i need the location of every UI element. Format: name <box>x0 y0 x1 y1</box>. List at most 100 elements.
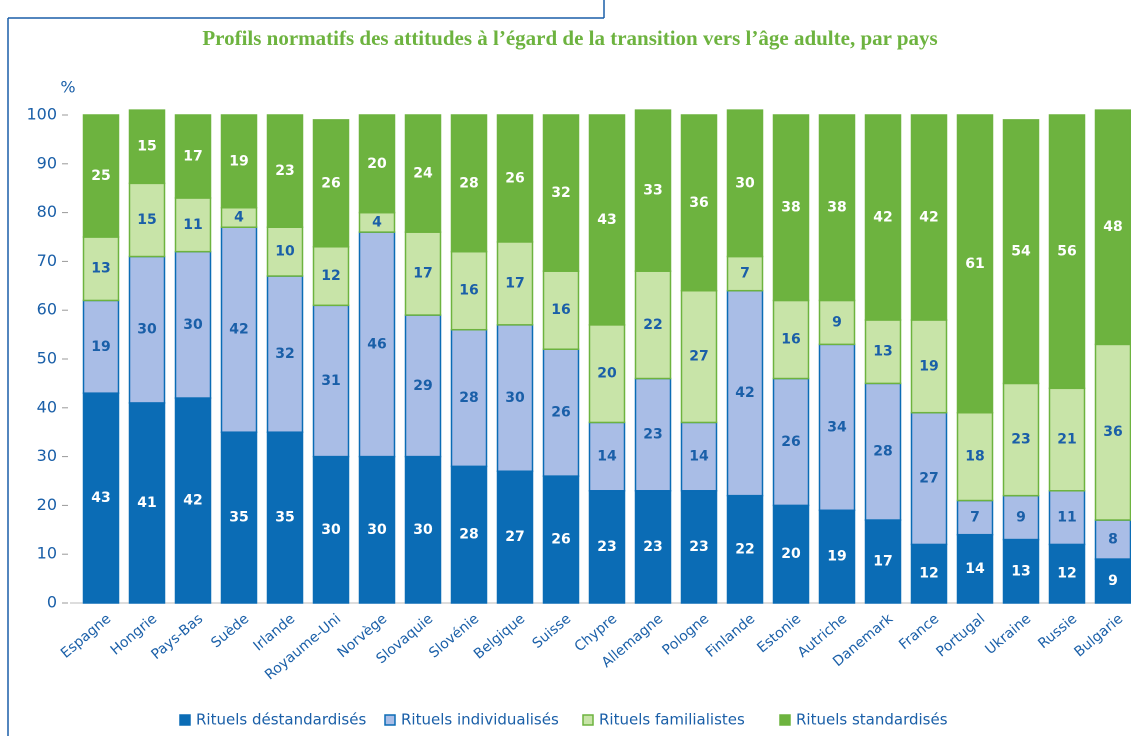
value-label: 30 <box>321 522 341 538</box>
bar-segment <box>496 114 534 243</box>
value-label: 31 <box>321 373 340 389</box>
bar-segment <box>220 431 258 604</box>
bar-segment <box>864 319 902 385</box>
value-label: 28 <box>459 175 478 191</box>
value-label: 12 <box>919 566 938 582</box>
value-label: 10 <box>275 244 295 260</box>
bar-segment <box>956 499 994 536</box>
value-label: 35 <box>229 510 248 526</box>
value-label: 21 <box>1057 432 1076 448</box>
value-label: 34 <box>827 419 847 435</box>
bar-segment <box>772 114 810 302</box>
value-label: 38 <box>781 200 800 216</box>
bar-segment <box>174 397 212 604</box>
value-label: 23 <box>597 539 616 555</box>
value-label: 30 <box>367 522 387 538</box>
bar-segment <box>404 231 442 316</box>
x-tick-label: Espagne <box>58 611 114 662</box>
bar-segment <box>542 348 580 477</box>
x-tick-label: Suisse <box>529 611 574 652</box>
value-label: 43 <box>597 212 616 228</box>
value-label: 14 <box>597 449 617 465</box>
value-label: 30 <box>735 175 755 191</box>
bar-segment <box>1048 543 1086 604</box>
bar-segment <box>220 226 258 433</box>
value-label: 26 <box>505 170 524 186</box>
value-label: 24 <box>413 166 433 182</box>
value-label: 23 <box>1011 432 1030 448</box>
bar-segment <box>910 114 948 321</box>
bar-segment <box>450 328 488 468</box>
value-label: 9 <box>1108 573 1118 589</box>
value-label: 11 <box>1057 510 1076 526</box>
chart-title: Profils normatifs des attitudes à l’égar… <box>202 26 937 50</box>
value-label: 33 <box>643 183 662 199</box>
value-label: 42 <box>735 385 754 401</box>
bar-segment <box>450 114 488 253</box>
value-label: 16 <box>459 283 478 299</box>
value-label: 26 <box>551 405 570 421</box>
x-tick-label: Belgique <box>471 611 528 663</box>
bar-segment <box>128 402 166 604</box>
y-tick-label: 20 <box>37 495 57 514</box>
y-tick-label: 30 <box>37 446 57 465</box>
value-label: 54 <box>1011 244 1031 260</box>
value-label: 30 <box>183 317 203 333</box>
bar-segment <box>634 490 672 604</box>
value-label: 26 <box>781 434 800 450</box>
bar-segment <box>910 543 948 604</box>
legend-label: Rituels déstandardisés <box>196 711 366 729</box>
y-tick-label: 100 <box>26 105 57 124</box>
bar-segment <box>82 236 120 302</box>
value-label: 13 <box>1011 563 1030 579</box>
bar-segment <box>634 377 672 492</box>
legend-label: Rituels familialistes <box>599 711 745 729</box>
bar-segment <box>128 182 166 258</box>
value-label: 26 <box>551 532 570 548</box>
value-label: 32 <box>275 346 294 362</box>
y-tick-label: 50 <box>37 349 57 368</box>
value-label: 26 <box>321 175 340 191</box>
bar-segment <box>542 114 580 272</box>
bar-segment <box>82 114 120 238</box>
bar-segment <box>726 289 764 497</box>
y-axis-label: % <box>60 78 75 97</box>
bar-segment <box>450 250 488 331</box>
bar-segment <box>128 109 166 185</box>
bar-segment <box>772 299 810 380</box>
x-tick-label: Finlande <box>703 611 758 661</box>
value-label: 27 <box>689 349 708 365</box>
value-label: 8 <box>1108 532 1118 548</box>
bar-segment <box>220 114 258 209</box>
x-tick-label: Bulgarie <box>1071 611 1126 661</box>
bar-segment <box>818 509 856 604</box>
y-tick-label: 90 <box>37 153 57 172</box>
value-label: 15 <box>137 212 156 228</box>
value-label: 19 <box>827 549 846 565</box>
bar-segment <box>266 275 304 433</box>
value-label: 28 <box>873 444 892 460</box>
value-label: 13 <box>873 344 892 360</box>
value-label: 20 <box>597 366 617 382</box>
value-label: 42 <box>183 493 202 509</box>
value-label: 23 <box>275 163 294 179</box>
bar-segment <box>1002 538 1040 604</box>
bar-segment <box>864 519 902 604</box>
bar-segment <box>496 324 534 472</box>
bar-segment <box>312 304 350 458</box>
value-label: 17 <box>505 275 524 291</box>
value-label: 36 <box>689 195 708 211</box>
value-label: 16 <box>551 302 570 318</box>
value-label: 27 <box>919 471 938 487</box>
y-tick-label: 60 <box>37 300 57 319</box>
bar-segment <box>174 197 212 253</box>
value-label: 12 <box>1057 566 1076 582</box>
value-label: 48 <box>1103 219 1122 235</box>
value-label: 20 <box>367 156 387 172</box>
value-label: 56 <box>1057 244 1076 260</box>
bar-segment <box>174 114 212 199</box>
value-label: 9 <box>1016 510 1026 526</box>
value-label: 36 <box>1103 424 1122 440</box>
value-label: 9 <box>832 314 842 330</box>
